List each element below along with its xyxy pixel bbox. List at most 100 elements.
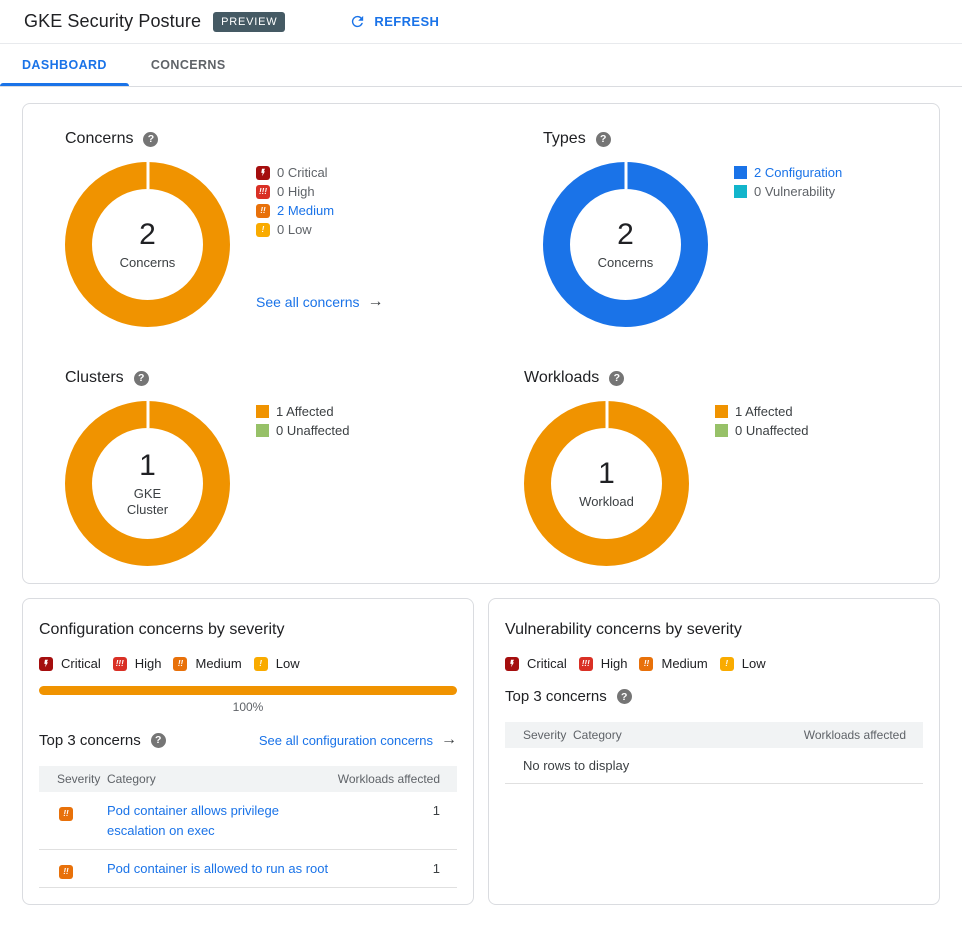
types-legend: 2 Configuration 0 Vulnerability [734, 162, 842, 201]
tab-concerns-label: CONCERNS [150, 58, 226, 72]
legend-item-unaffected: 0 Unaffected [256, 421, 349, 440]
legend-label: 0 Low [277, 222, 312, 237]
page-title: GKE Security Posture [24, 11, 202, 31]
medium-severity-icon: !! [59, 864, 73, 879]
medium-severity-icon: !! [639, 656, 654, 671]
low-severity-icon: ! [253, 656, 268, 671]
affected-swatch-icon [256, 405, 269, 418]
table-row: !! Pod container allows privilege escala… [39, 792, 457, 850]
workloads-donut-chart: 1 Workload [524, 401, 689, 566]
concerns-count-label: Concerns [119, 255, 176, 270]
see-all-configuration-label: See all configuration concerns [258, 732, 433, 748]
see-all-concerns-link[interactable]: See all concerns → [256, 293, 384, 311]
types-donut-chart: 2 Concerns [543, 162, 708, 327]
severity-legend: Critical !!! High !! Medium ! Low [39, 656, 457, 671]
configuration-card-title: Configuration concerns by severity [39, 621, 285, 638]
affected-swatch-icon [715, 405, 728, 418]
clusters-legend: 1 Affected 0 Unaffected [256, 401, 349, 440]
help-icon[interactable]: ? [150, 732, 166, 748]
overview-card: Concerns ? 2 Concerns [22, 103, 940, 584]
workloads-affected-value: 1 [432, 861, 440, 876]
legend-label: High [600, 656, 628, 671]
tab-dashboard[interactable]: DASHBOARD [0, 44, 129, 86]
legend-label: Medium [661, 656, 708, 671]
medium-concerns-link[interactable]: 2 Medium [277, 203, 335, 218]
types-count-label: Concerns [597, 255, 654, 270]
help-icon[interactable]: ? [133, 370, 149, 386]
help-icon[interactable]: ? [595, 131, 611, 147]
types-section: Types ? 2 Concerns 2 Configuration [481, 130, 899, 327]
tab-bar: DASHBOARD CONCERNS [0, 44, 962, 87]
severity-column-header: Severity [57, 772, 101, 786]
legend-item-vulnerability: 0 Vulnerability [734, 182, 842, 201]
workloads-column-header: Workloads affected [803, 728, 906, 742]
legend-label: Medium [195, 656, 242, 671]
legend-item-critical: 0 Critical [256, 163, 384, 182]
medium-severity-icon: !! [59, 806, 73, 821]
legend-label: 0 Unaffected [735, 423, 809, 438]
top-3-concerns-heading: Top 3 concerns [505, 688, 607, 705]
legend-label: High [134, 656, 162, 671]
legend-label: Critical [61, 656, 101, 671]
category-column-header: Category [573, 728, 622, 742]
top-concerns-table: Severity Category Workloads affected !! … [39, 766, 457, 888]
tab-dashboard-label: DASHBOARD [22, 58, 107, 72]
bar-percent-label: 100% [232, 700, 264, 714]
low-severity-icon: ! [256, 222, 270, 237]
configuration-link[interactable]: 2 Configuration [754, 165, 843, 180]
high-severity-icon: !!! [112, 656, 127, 671]
clusters-title: Clusters [65, 369, 124, 386]
help-icon[interactable]: ? [143, 131, 159, 147]
high-severity-icon: !!! [578, 656, 593, 671]
types-count: 2 [617, 218, 634, 251]
workloads-count: 1 [598, 457, 615, 490]
configuration-concerns-card: Configuration concerns by severity Criti… [22, 598, 474, 905]
legend-label: 1 Affected [276, 404, 334, 419]
empty-table-message: No rows to display [505, 748, 923, 784]
refresh-icon [352, 15, 364, 28]
concerns-count: 2 [139, 218, 156, 251]
legend-item-affected: 1 Affected [256, 402, 349, 421]
concern-category-link[interactable]: Pod container allows privilege escalatio… [107, 803, 279, 838]
tab-concerns[interactable]: CONCERNS [129, 44, 248, 86]
legend-label: Critical [527, 656, 567, 671]
arrow-right-icon: → [441, 731, 457, 748]
vulnerability-concerns-card: Vulnerability concerns by severity Criti… [488, 598, 940, 905]
vulnerability-card-title: Vulnerability concerns by severity [505, 621, 742, 638]
severity-column-header: Severity [523, 728, 567, 742]
unaffected-swatch-icon [256, 424, 269, 437]
donut-slice-gap [146, 162, 149, 189]
legend-item-configuration[interactable]: 2 Configuration [734, 163, 842, 182]
help-icon[interactable]: ? [616, 689, 632, 704]
arrow-right-icon: → [367, 293, 384, 310]
legend-item-medium[interactable]: !! 2 Medium [256, 201, 384, 220]
critical-severity-icon [505, 656, 519, 671]
app-header: GKE Security Posture PREVIEW REFRESH [0, 0, 962, 44]
legend-label: 1 Affected [735, 404, 793, 419]
help-icon[interactable]: ? [609, 370, 625, 386]
table-header-row: Severity Category Workloads affected [505, 722, 923, 748]
donut-slice-gap [146, 401, 149, 428]
severity-stacked-bar-chart [39, 686, 457, 695]
concern-category-link[interactable]: Pod container is allowed to run as root [107, 861, 329, 876]
clusters-count-label: GKE Cluster [126, 486, 169, 517]
legend-item-unaffected: 0 Unaffected [715, 421, 808, 440]
refresh-button[interactable]: REFRESH [349, 13, 439, 30]
top-concerns-table: Severity Category Workloads affected No … [505, 722, 923, 784]
see-all-configuration-concerns-link[interactable]: See all configuration concerns → [259, 731, 457, 749]
clusters-donut-chart: 1 GKE Cluster [65, 401, 230, 566]
refresh-label: REFRESH [374, 14, 440, 29]
workloads-legend: 1 Affected 0 Unaffected [715, 401, 808, 440]
medium-severity-icon: !! [256, 203, 270, 218]
workloads-affected-value: 1 [432, 803, 440, 818]
legend-label: Low [741, 656, 766, 671]
low-severity-icon: ! [719, 656, 734, 671]
medium-severity-icon: !! [173, 656, 188, 671]
preview-badge: PREVIEW [213, 11, 286, 32]
clusters-section: Clusters ? 1 GKE Cluster [63, 369, 481, 566]
legend-label: 0 Critical [277, 165, 328, 180]
concerns-section: Concerns ? 2 Concerns [63, 130, 481, 327]
workloads-column-header: Workloads affected [337, 772, 440, 786]
high-severity-icon: !!! [256, 184, 270, 199]
legend-label: 0 High [277, 184, 315, 199]
